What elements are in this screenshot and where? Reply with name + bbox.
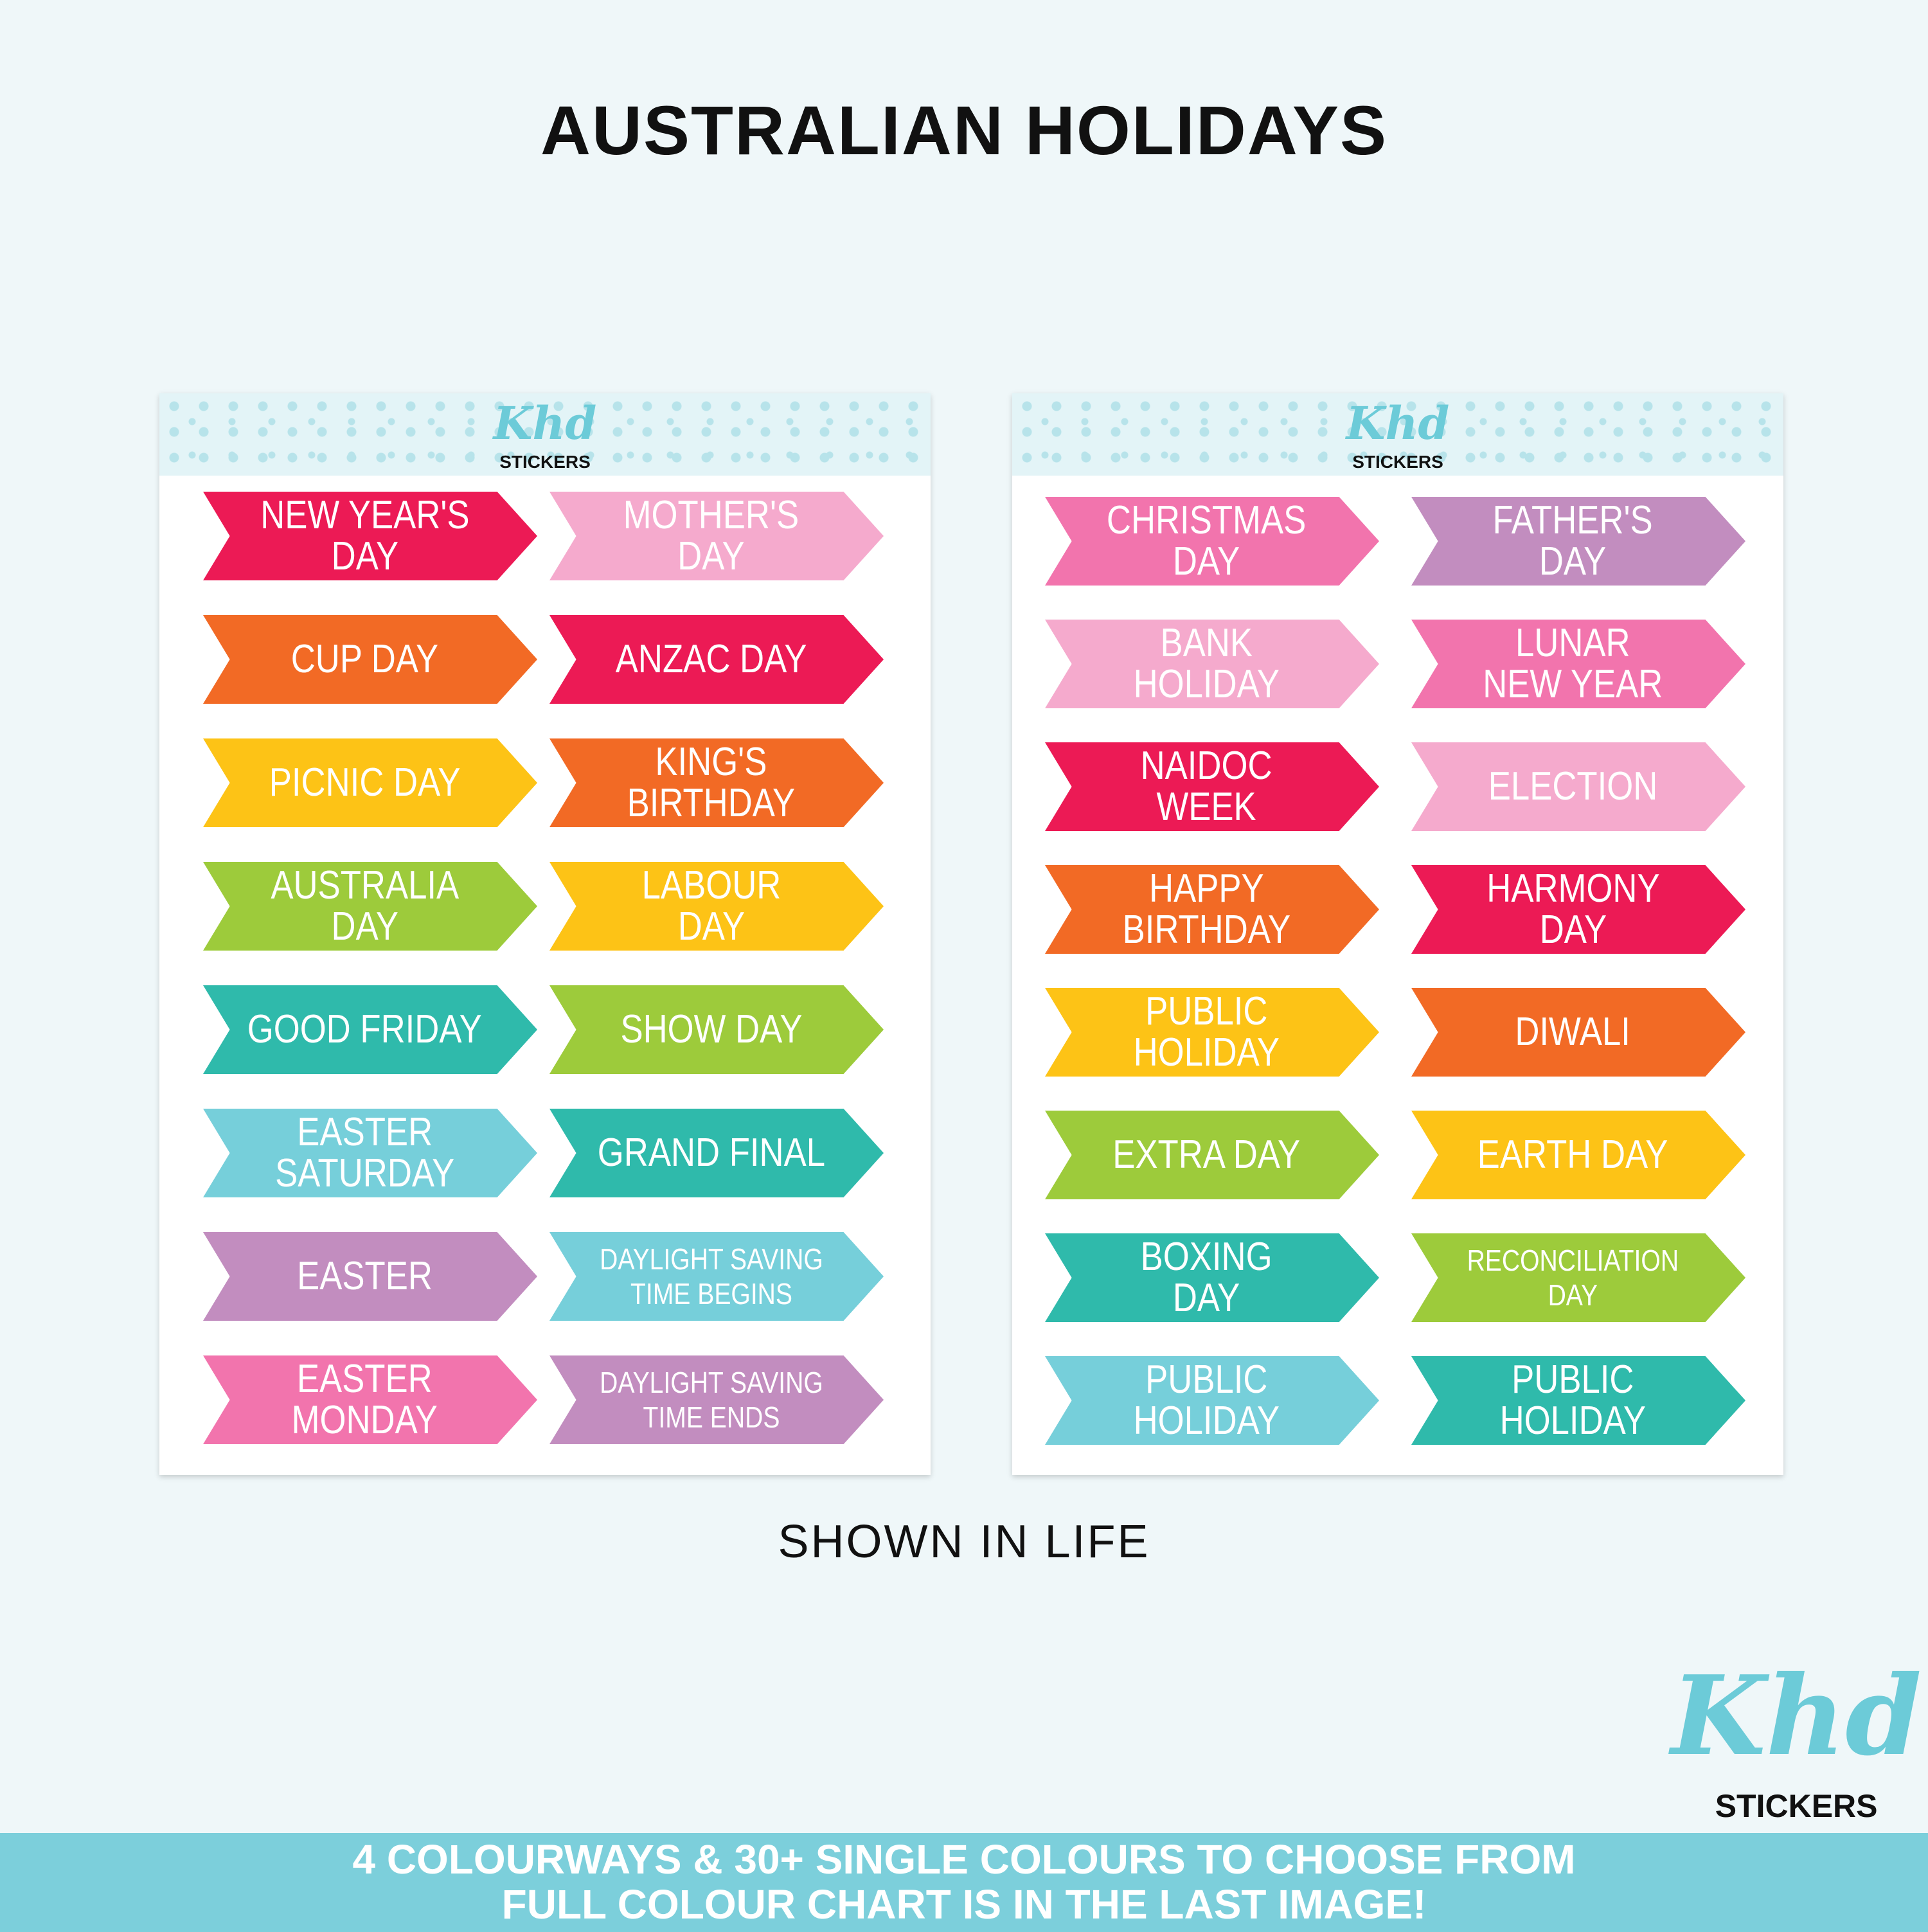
holiday-sticker: BANK HOLIDAY — [1045, 620, 1379, 708]
holiday-sticker: DAYLIGHT SAVING TIME ENDS — [549, 1355, 884, 1444]
holiday-sticker: EXTRA DAY — [1045, 1111, 1379, 1199]
sticker-label: EXTRA DAY — [1112, 1132, 1301, 1177]
holiday-sticker: DIWALI — [1411, 988, 1745, 1077]
sticker-label: PUBLIC HOLIDAY — [1133, 989, 1280, 1075]
sticker-label: MOTHER'S DAY — [623, 493, 799, 578]
sticker-label: LABOUR DAY — [641, 863, 781, 949]
holiday-sticker: FATHER'S DAY — [1411, 497, 1745, 586]
holiday-sticker: CHRISTMAS DAY — [1045, 497, 1379, 586]
sticker-label: EASTER — [297, 1254, 433, 1298]
sticker-label: HARMONY DAY — [1486, 866, 1660, 952]
holiday-sticker: EASTER — [203, 1232, 537, 1321]
sheet-header-dots — [1012, 393, 1783, 476]
sticker-label: EASTER SATURDAY — [274, 1110, 455, 1195]
sticker-label: DAYLIGHT SAVING TIME BEGINS — [599, 1242, 823, 1310]
holiday-sticker: EARTH DAY — [1411, 1111, 1745, 1199]
sticker-label: CUP DAY — [290, 637, 439, 681]
logo-script: Khd — [493, 397, 597, 450]
sticker-label: KING'S BIRTHDAY — [627, 740, 796, 825]
sticker-label: DIWALI — [1515, 1010, 1631, 1054]
sheet-header-dots — [159, 393, 931, 476]
logo-script: Khd — [1346, 397, 1450, 450]
sticker-grid: CHRISTMAS DAY FATHER'S DAY BANK HOLIDAY LUN… — [1012, 393, 1783, 1475]
logo-script: Khd — [1671, 1652, 1922, 1780]
sticker-label: AUSTRALIA DAY — [271, 863, 459, 949]
sticker-label: BOXING DAY — [1140, 1235, 1272, 1320]
logo-word: STICKERS — [1715, 1788, 1878, 1824]
logo-word: STICKERS — [1352, 452, 1443, 472]
sticker-label: ANZAC DAY — [615, 637, 807, 681]
holiday-sticker: NEW YEAR'S DAY — [203, 492, 537, 580]
sticker-label: EARTH DAY — [1477, 1132, 1668, 1177]
caption: SHOWN IN LIFE — [778, 1516, 1150, 1568]
holiday-sticker: EASTER SATURDAY — [203, 1109, 537, 1197]
holiday-sticker: SHOW DAY — [549, 985, 884, 1074]
sticker-label: CHRISTMAS DAY — [1107, 498, 1307, 584]
holiday-sticker: BOXING DAY — [1045, 1233, 1379, 1322]
holiday-sticker: CUP DAY — [203, 615, 537, 704]
sheet-logo: Khd STICKERS — [494, 396, 597, 473]
promo-banner: 4 COLOURWAYS & 30+ SINGLE COLOURS TO CHO… — [0, 1833, 1928, 1932]
sticker-label: EASTER MONDAY — [291, 1357, 438, 1442]
holiday-sticker: RECONCILIATION DAY — [1411, 1233, 1745, 1322]
sticker-sheet-right: Khd STICKERS CHRISTMAS DAY FATHER'S DAY BA… — [1012, 393, 1783, 1475]
page-title: AUSTRALIAN HOLIDAYS — [540, 91, 1388, 169]
holiday-sticker: GOOD FRIDAY — [203, 985, 537, 1074]
banner-line-2: FULL COLOUR CHART IS IN THE LAST IMAGE! — [501, 1881, 1427, 1928]
sheet-logo: Khd STICKERS — [1346, 396, 1450, 473]
sticker-label: GRAND FINAL — [597, 1131, 825, 1175]
holiday-sticker: PUBLIC HOLIDAY — [1045, 1356, 1379, 1445]
sticker-label: GOOD FRIDAY — [247, 1007, 483, 1051]
sticker-grid: NEW YEAR'S DAY MOTHER'S DAY CUP DAY ANZAC D… — [159, 393, 931, 1475]
holiday-sticker: ELECTION — [1411, 742, 1745, 831]
holiday-sticker: GRAND FINAL — [549, 1109, 884, 1197]
sticker-label: HAPPY BIRTHDAY — [1122, 866, 1291, 952]
holiday-sticker: DAYLIGHT SAVING TIME BEGINS — [549, 1232, 884, 1321]
logo-word: STICKERS — [499, 452, 591, 472]
holiday-sticker: NAIDOC WEEK — [1045, 742, 1379, 831]
sticker-label: BANK HOLIDAY — [1133, 621, 1280, 706]
brand-logo: Khd STICKERS — [1671, 1645, 1922, 1825]
holiday-sticker: HAPPY BIRTHDAY — [1045, 865, 1379, 954]
holiday-sticker: LUNAR NEW YEAR — [1411, 620, 1745, 708]
sticker-label: NEW YEAR'S DAY — [260, 493, 470, 578]
banner-line-1: 4 COLOURWAYS & 30+ SINGLE COLOURS TO CHO… — [352, 1836, 1576, 1883]
holiday-sticker: PICNIC DAY — [203, 738, 537, 827]
sticker-label: FATHER'S DAY — [1492, 498, 1654, 584]
holiday-sticker: KING'S BIRTHDAY — [549, 738, 884, 827]
sticker-label: SHOW DAY — [620, 1007, 803, 1051]
sticker-label: PUBLIC HOLIDAY — [1499, 1357, 1647, 1443]
sticker-sheet-left: Khd STICKERS NEW YEAR'S DAY MOTHER'S DAY C… — [159, 393, 931, 1475]
sticker-label: LUNAR NEW YEAR — [1483, 621, 1663, 706]
holiday-sticker: AUSTRALIA DAY — [203, 862, 537, 951]
holiday-sticker: LABOUR DAY — [549, 862, 884, 951]
sticker-label: PUBLIC HOLIDAY — [1133, 1357, 1280, 1443]
holiday-sticker: PUBLIC HOLIDAY — [1411, 1356, 1745, 1445]
sticker-label: NAIDOC WEEK — [1141, 744, 1272, 829]
holiday-sticker: EASTER MONDAY — [203, 1355, 537, 1444]
sticker-label: RECONCILIATION DAY — [1467, 1244, 1679, 1312]
holiday-sticker: ANZAC DAY — [549, 615, 884, 704]
holiday-sticker: HARMONY DAY — [1411, 865, 1745, 954]
sticker-label: DAYLIGHT SAVING TIME ENDS — [599, 1366, 823, 1434]
sticker-label: PICNIC DAY — [269, 760, 461, 805]
holiday-sticker: MOTHER'S DAY — [549, 492, 884, 580]
sticker-label: ELECTION — [1488, 764, 1658, 809]
holiday-sticker: PUBLIC HOLIDAY — [1045, 988, 1379, 1077]
